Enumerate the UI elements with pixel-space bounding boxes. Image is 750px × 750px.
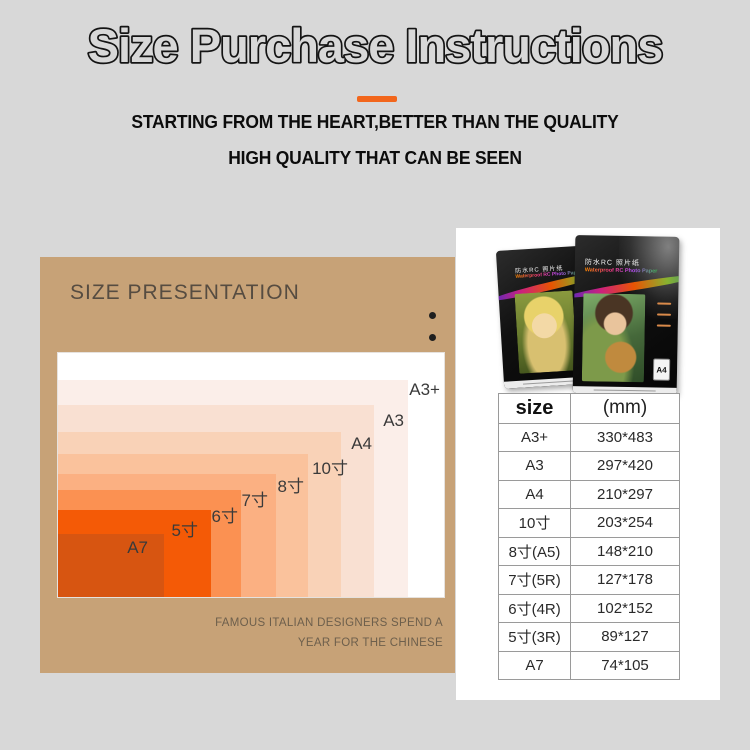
cell-size: 5寸(3R)	[499, 623, 571, 651]
table-row: 6寸(4R) 102*152	[499, 593, 679, 622]
cell-mm: 127*178	[597, 571, 653, 589]
package-feature-bullets	[656, 302, 672, 336]
photo-window-girl-teddy	[581, 293, 646, 383]
size-label-a3: A3	[383, 411, 404, 430]
size-label-a7: A7	[127, 538, 148, 557]
product-photo-area: 防水RC 照片纸 Waterproof RC Photo Paper 防水RC …	[456, 228, 720, 396]
table-row: A3 297*420	[499, 451, 679, 480]
photo-window-girl	[514, 290, 578, 374]
photo-paper-package-front: 防水RC 照片纸 Waterproof RC Photo Paper A4	[572, 235, 680, 395]
size-label-6in: 6寸	[211, 507, 238, 526]
size-label-7in: 7寸	[241, 491, 268, 510]
cell-mm: 102*152	[597, 599, 653, 617]
size-table: size (mm) A3+ 330*483 A3 297*420 A4 210*…	[498, 393, 680, 680]
panel-heading: SIZE PRESENTATION	[70, 281, 300, 304]
table-row: 7寸(5R) 127*178	[499, 565, 679, 594]
size-label-10in: 10寸	[312, 459, 348, 478]
col-header-mm: (mm)	[602, 397, 648, 419]
size-diagram: A3+ A3 A4 10寸 8寸 7寸 6寸 5寸 A7	[57, 352, 445, 598]
cell-size: A3+	[499, 423, 571, 451]
product-card: 防水RC 照片纸 Waterproof RC Photo Paper 防水RC …	[456, 228, 720, 700]
footnote-line-1: FAMOUS ITALIAN DESIGNERS SPEND A	[215, 617, 443, 629]
cell-mm: 297*420	[597, 457, 653, 475]
panel-footnote: FAMOUS ITALIAN DESIGNERS SPEND A YEAR FO…	[215, 613, 443, 653]
table-row: A3+ 330*483	[499, 422, 679, 451]
size-label-a3plus: A3+	[409, 380, 440, 399]
table-row: 5寸(3R) 89*127	[499, 622, 679, 651]
subtitle-line-1: STARTING FROM THE HEART,BETTER THAN THE …	[131, 112, 619, 132]
table-row: A7 74*105	[499, 650, 679, 679]
cell-mm: 148*210	[597, 542, 653, 560]
table-row: 8寸(A5) 148*210	[499, 536, 679, 565]
cell-mm: 330*483	[597, 428, 653, 446]
table-row: 10寸 203*254	[499, 508, 679, 537]
size-rect-a7	[58, 534, 164, 597]
cell-size: 6寸(4R)	[499, 594, 571, 622]
size-label-a4: A4	[351, 434, 372, 453]
package-title-en: Waterproof RC Photo Paper	[584, 267, 658, 275]
table-row: A4 210*297	[499, 479, 679, 508]
cell-size: 7寸(5R)	[499, 566, 571, 594]
cell-size: A7	[499, 651, 571, 679]
subtitle: STARTING FROM THE HEART,BETTER THAN THE …	[0, 112, 750, 184]
a4-paper-badge: A4	[652, 358, 671, 381]
size-presentation-panel: SIZE PRESENTATION A3+ A3 A4 10寸 8寸 7寸 6寸…	[40, 257, 455, 673]
subtitle-line-2: HIGH QUALITY THAT CAN BE SEEN	[228, 148, 522, 168]
decor-dot	[429, 334, 436, 341]
page-title-art: Size Purchase Instructions	[86, 17, 665, 73]
table-header-row: size (mm)	[499, 394, 679, 423]
cell-size: 8寸(A5)	[499, 537, 571, 565]
cell-mm: 74*105	[601, 656, 649, 674]
a4-badge-label: A4	[656, 365, 667, 375]
cell-size: A4	[499, 480, 571, 508]
footnote-line-2: YEAR FOR THE CHINESE	[297, 637, 443, 649]
page-title: Size Purchase Instructions	[88, 19, 663, 72]
cell-mm: 89*127	[601, 628, 649, 646]
size-label-8in: 8寸	[277, 477, 304, 496]
cell-mm: 210*297	[597, 485, 653, 503]
col-header-size: size	[499, 394, 571, 423]
title-divider	[357, 96, 397, 102]
cell-mm: 203*254	[597, 514, 653, 532]
cell-size: 10寸	[499, 509, 571, 537]
cell-size: A3	[499, 452, 571, 480]
decor-dot	[429, 312, 436, 319]
size-label-5in: 5寸	[171, 521, 198, 540]
